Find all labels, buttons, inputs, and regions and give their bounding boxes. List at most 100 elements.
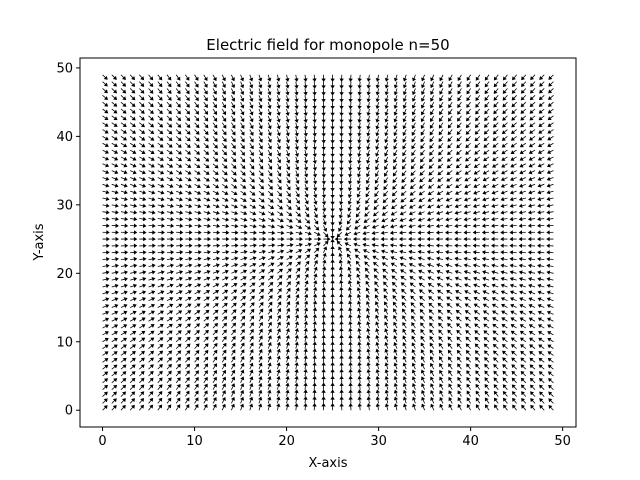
- field-arrow: [384, 108, 389, 116]
- field-arrow: [420, 115, 425, 123]
- field-arrow: [148, 156, 155, 161]
- field-arrow: [548, 391, 554, 397]
- field-arrow: [366, 74, 371, 82]
- field-arrow: [111, 351, 118, 356]
- field-arrow: [537, 283, 545, 288]
- field-arrow: [511, 81, 517, 88]
- field-arrow: [267, 288, 273, 295]
- field-arrow: [411, 108, 416, 116]
- field-arrow: [166, 404, 172, 411]
- field-arrow: [502, 95, 508, 101]
- field-arrow: [157, 177, 165, 182]
- field-arrow: [212, 269, 220, 274]
- field-arrow: [502, 357, 508, 363]
- field-arrow: [393, 122, 398, 130]
- field-arrow: [475, 370, 481, 377]
- field-arrow: [129, 337, 137, 343]
- field-arrow: [321, 191, 327, 199]
- field-arrow: [139, 81, 145, 87]
- field-arrow: [102, 331, 109, 336]
- field-arrow: [389, 230, 398, 235]
- field-arrow: [348, 361, 353, 370]
- field-arrow: [537, 196, 545, 202]
- field-arrow: [371, 243, 379, 248]
- field-arrow: [348, 307, 353, 315]
- field-arrow: [194, 81, 199, 88]
- field-arrow: [203, 223, 211, 229]
- field-arrow: [357, 327, 362, 335]
- field-arrow: [157, 236, 165, 242]
- field-arrow: [102, 115, 109, 121]
- field-arrow: [410, 308, 416, 315]
- field-arrow: [166, 197, 174, 202]
- field-arrow: [454, 256, 462, 261]
- field-arrow: [295, 170, 300, 178]
- field-arrow: [239, 403, 245, 411]
- field-arrow: [363, 218, 370, 223]
- field-arrow: [175, 177, 183, 182]
- field-arrow: [330, 286, 335, 294]
- field-arrow: [139, 149, 146, 154]
- field-arrow: [375, 375, 380, 383]
- field-arrow: [491, 183, 499, 188]
- field-arrow: [203, 129, 209, 135]
- field-arrow: [258, 342, 263, 349]
- field-arrow: [111, 95, 118, 101]
- field-arrow: [157, 297, 165, 302]
- field-arrow: [111, 230, 119, 235]
- field-arrow: [249, 249, 257, 255]
- field-arrow: [357, 341, 362, 349]
- field-arrow: [521, 404, 527, 411]
- field-arrow: [410, 302, 416, 308]
- field-arrow: [102, 250, 110, 255]
- field-arrow: [249, 177, 255, 183]
- field-arrow: [194, 356, 200, 363]
- field-arrow: [464, 290, 471, 295]
- field-arrow: [102, 378, 109, 384]
- field-arrow: [365, 280, 370, 288]
- field-arrow: [303, 403, 308, 411]
- field-arrow: [474, 350, 481, 356]
- field-arrow: [411, 101, 416, 109]
- field-arrow: [530, 81, 536, 87]
- field-arrow: [212, 190, 220, 195]
- field-arrow: [157, 183, 165, 188]
- field-arrow: [375, 389, 380, 397]
- field-arrow: [527, 250, 536, 255]
- field-arrow: [357, 136, 362, 144]
- field-arrow: [321, 129, 326, 137]
- field-arrow: [249, 230, 257, 235]
- field-arrow: [475, 377, 481, 384]
- field-arrow: [366, 396, 371, 404]
- field-arrow: [366, 115, 371, 123]
- field-arrow: [130, 223, 138, 228]
- field-arrow: [475, 397, 481, 404]
- field-arrow: [500, 256, 508, 262]
- field-arrow: [240, 163, 246, 170]
- field-arrow: [203, 363, 209, 370]
- field-arrow: [294, 149, 300, 157]
- field-arrow: [185, 115, 191, 122]
- field-arrow: [374, 294, 379, 301]
- field-arrow: [175, 115, 182, 122]
- field-arrow: [277, 294, 282, 301]
- field-arrow: [148, 364, 154, 370]
- field-arrow: [330, 88, 335, 96]
- field-arrow: [175, 303, 183, 308]
- field-arrow: [330, 211, 335, 219]
- field-arrow: [258, 376, 263, 383]
- field-arrow: [447, 336, 453, 343]
- field-arrow: [529, 108, 536, 114]
- field-arrow: [356, 287, 361, 294]
- field-arrow: [231, 163, 237, 169]
- field-arrow: [481, 217, 490, 222]
- field-arrow: [304, 267, 309, 274]
- field-arrow: [348, 143, 353, 151]
- field-arrow: [258, 362, 263, 370]
- field-arrow: [102, 263, 110, 269]
- field-arrow: [393, 136, 398, 143]
- field-arrow: [408, 236, 416, 242]
- field-arrow: [330, 198, 335, 206]
- field-arrow: [465, 142, 471, 149]
- field-arrow: [511, 108, 517, 114]
